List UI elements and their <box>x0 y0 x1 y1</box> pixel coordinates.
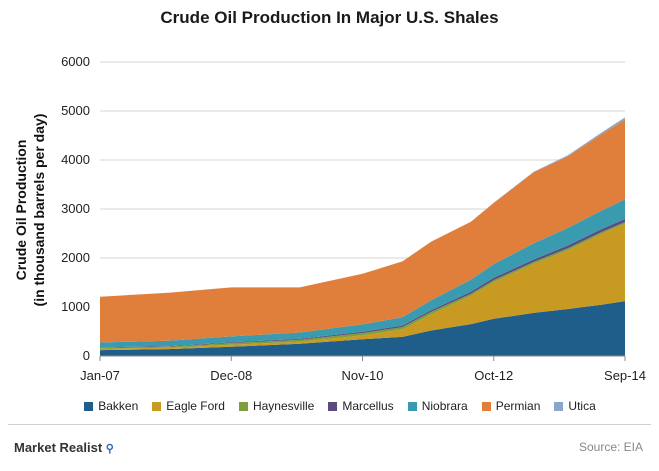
chart-legend: Bakken Eagle Ford Haynesville Marcellus Niob… <box>60 399 620 413</box>
y-tick-label: 5000 <box>61 103 90 118</box>
legend-label: Permian <box>495 399 541 413</box>
magnifier-icon: ⚲ <box>105 443 114 455</box>
legend-item-eagle-ford: Eagle Ford <box>152 399 225 413</box>
y-tick-labels: 0 1000 2000 3000 4000 5000 6000 <box>61 54 90 363</box>
legend-swatch <box>152 401 162 411</box>
chart-plot: 0 1000 2000 3000 4000 5000 6000 Jan-07 Dec-08 No… <box>13 54 646 383</box>
legend-item-haynesville: Haynesville <box>238 399 315 413</box>
area-bakken <box>100 301 625 356</box>
legend-label: Marcellus <box>342 399 394 413</box>
legend-item-bakken: Bakken <box>84 399 138 413</box>
y-tick-label: 0 <box>83 348 90 363</box>
y-tick-label: 2000 <box>61 250 90 265</box>
brand-name: Market Realist <box>14 440 103 455</box>
area-permian <box>100 119 625 343</box>
legend-label: Haynesville <box>252 399 315 413</box>
x-tick-label: Oct-12 <box>474 368 513 383</box>
x-tick-label: Sep-14 <box>604 368 646 383</box>
x-tick-label: Nov-10 <box>342 368 384 383</box>
y-axis-label-line2: (in thousand barrels per day) <box>31 114 47 307</box>
brand-logo: Market Realist ⚲ <box>14 440 114 455</box>
legend-item-niobrara: Niobrara <box>407 399 468 413</box>
x-tick-label: Jan-07 <box>80 368 120 383</box>
legend-item-utica: Utica <box>554 399 596 413</box>
legend-item-marcellus: Marcellus <box>328 399 394 413</box>
legend-label: Utica <box>568 399 596 413</box>
x-tick-label: Dec-08 <box>210 368 252 383</box>
stacked-areas <box>100 117 625 356</box>
y-tick-label: 6000 <box>61 54 90 69</box>
legend-swatch <box>328 401 338 411</box>
y-tick-label: 4000 <box>61 152 90 167</box>
legend-swatch <box>84 401 94 411</box>
legend-swatch <box>554 401 564 411</box>
area-eagle-ford <box>100 223 625 351</box>
footer-divider <box>8 424 651 425</box>
y-tick-label: 1000 <box>61 299 90 314</box>
legend-swatch <box>481 401 491 411</box>
legend-swatch <box>407 401 417 411</box>
chart-title: Crude Oil Production In Major U.S. Shale… <box>160 8 499 27</box>
x-tick-labels: Jan-07 Dec-08 Nov-10 Oct-12 Sep-14 <box>80 368 646 383</box>
legend-label: Niobrara <box>421 399 468 413</box>
legend-label: Eagle Ford <box>166 399 225 413</box>
source-note: Source: EIA <box>578 440 643 454</box>
legend-swatch <box>238 401 248 411</box>
axes <box>99 355 626 361</box>
legend-item-permian: Permian <box>481 399 541 413</box>
legend-label: Bakken <box>98 399 139 413</box>
y-axis-label-line1: Crude Oil Production <box>13 140 29 281</box>
y-tick-label: 3000 <box>61 201 90 216</box>
